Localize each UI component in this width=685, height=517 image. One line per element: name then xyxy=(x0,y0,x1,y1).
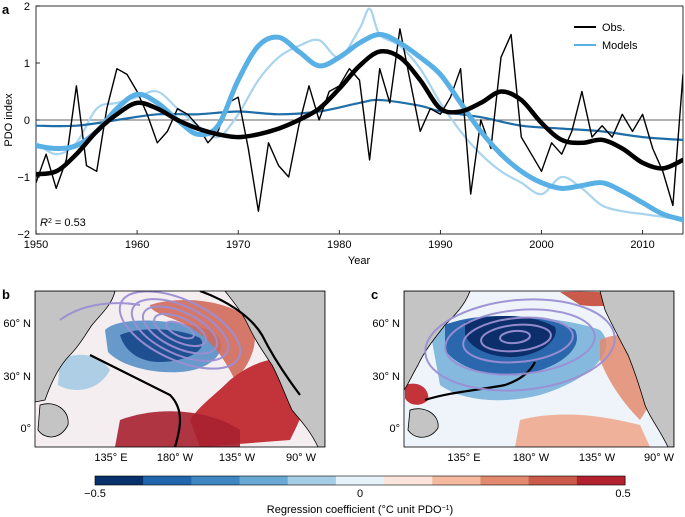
colorbar-cell xyxy=(335,476,385,485)
colorbar-cell xyxy=(528,476,578,485)
asia-landmass xyxy=(35,291,116,403)
colorbar-max-label: 0.5 xyxy=(615,488,630,500)
x-tick-label: 2000 xyxy=(529,239,553,251)
warm-anomaly-tropics xyxy=(115,411,240,447)
zero-contour-north xyxy=(199,291,301,396)
x-axis-ticks: 1950 1960 1970 1980 1990 2000 2010 xyxy=(24,230,655,251)
map-c-lon-90w: 90° W xyxy=(644,452,675,464)
purple-contours xyxy=(59,291,242,370)
map-b-lat-0: 0° xyxy=(20,423,31,435)
y-axis-label: PDO index xyxy=(3,93,15,147)
colorbar-cell xyxy=(191,476,241,485)
models-smoothed-line xyxy=(36,32,683,223)
y-axis-ticks: −2 −1 0 1 2 xyxy=(17,1,40,241)
r-squared-annotation: R2 = 0.53 xyxy=(40,217,86,229)
north-america-landmass xyxy=(224,291,325,447)
contour-ring xyxy=(130,298,230,362)
contour-ring xyxy=(424,298,616,392)
obs-smoothed-line xyxy=(36,48,683,177)
panel-b-map: b xyxy=(2,287,326,464)
contour-ring xyxy=(141,305,219,355)
contour-ring xyxy=(499,329,531,345)
contour-ring xyxy=(462,316,574,364)
island-landmass xyxy=(407,408,439,438)
colorbar-cell xyxy=(95,476,144,485)
colorbar-cells xyxy=(95,476,626,485)
x-tick-label: 2010 xyxy=(630,239,654,251)
colorbar-cell xyxy=(432,476,481,485)
panel-c-map: c 60° N 30° N 0° 13 xyxy=(371,287,675,464)
panel-a-label: a xyxy=(2,2,10,17)
colorbar-cell xyxy=(480,476,530,485)
obs-annual-line xyxy=(36,28,683,212)
map-c-frame xyxy=(403,290,675,448)
contour-ring xyxy=(165,320,195,340)
zero-contour xyxy=(424,361,536,402)
map-b-frame xyxy=(34,290,326,448)
y-tick-label: −2 xyxy=(17,229,30,241)
colorbar-cell xyxy=(143,476,192,485)
map-c-lon-135e: 135° E xyxy=(447,452,480,464)
colorbar-min-label: −0.5 xyxy=(84,488,106,500)
legend: Obs. Models xyxy=(574,22,638,52)
x-tick-label: 1960 xyxy=(125,239,149,251)
colorbar-mid-label: 0 xyxy=(357,488,363,500)
map-c-lon-180w: 180° W xyxy=(513,452,550,464)
y-tick-label: 1 xyxy=(24,58,30,70)
asia-landmass xyxy=(404,291,471,391)
panel-c-label: c xyxy=(371,287,378,302)
map-b-lon-90w: 90° W xyxy=(286,452,317,464)
models-annual-line xyxy=(36,7,683,221)
light-blue-region xyxy=(58,354,110,390)
map-c-lat-0: 0° xyxy=(389,423,400,435)
contour-line xyxy=(59,302,141,321)
legend-obs-label: Obs. xyxy=(602,22,625,34)
x-axis-label: Year xyxy=(348,255,371,267)
colorbar-cell xyxy=(384,476,433,485)
legend-models-label: Models xyxy=(602,40,638,52)
x-tick-label: 1980 xyxy=(327,239,351,251)
map-b-lon-180w: 180° W xyxy=(157,452,194,464)
x-tick-label: 1990 xyxy=(428,239,452,251)
y-tick-label: 2 xyxy=(24,1,30,13)
map-b-lat-60: 60° N xyxy=(3,318,31,330)
zero-contour xyxy=(89,354,182,447)
north-america-landmass xyxy=(599,291,674,447)
contour-ring xyxy=(480,323,552,353)
ensemble-mean-line xyxy=(36,98,683,141)
colorbar-cell xyxy=(287,476,337,485)
map-c-lat-30: 30° N xyxy=(372,371,400,383)
panel-a-time-series: a −2 −1 0 1 2 1950 1960 1970 1980 1990 2000 2010 P… xyxy=(2,1,684,267)
colorbar-cell xyxy=(576,476,626,485)
warm-patch-west xyxy=(405,383,429,405)
warm-anomaly-north xyxy=(150,300,255,380)
y-tick-label: −1 xyxy=(17,172,30,184)
map-c-lat-60: 60° N xyxy=(372,318,400,330)
colorbar-cell xyxy=(239,476,289,485)
panel-b-label: b xyxy=(2,287,10,302)
colorbar-frame xyxy=(94,475,626,486)
map-c-lon-135w: 135° W xyxy=(579,452,616,464)
x-tick-label: 1970 xyxy=(226,239,250,251)
warm-anomaly-tropics xyxy=(515,414,650,447)
x-tick-label: 1950 xyxy=(24,239,48,251)
contour-ring xyxy=(153,312,207,348)
map-b-lat-30: 30° N xyxy=(3,371,31,383)
purple-contours xyxy=(424,298,616,392)
contour-ring xyxy=(444,308,596,376)
y-tick-label: 0 xyxy=(24,115,30,127)
island-landmass xyxy=(37,403,69,438)
colorbar-title: Regression coefficient (°C unit PDO−1) xyxy=(267,504,453,516)
colorbar: −0.5 0 0.5 Regression coefficient (°C un… xyxy=(84,475,631,516)
map-b-lon-135w: 135° W xyxy=(219,452,256,464)
map-b-lon-135e: 135° E xyxy=(94,452,127,464)
